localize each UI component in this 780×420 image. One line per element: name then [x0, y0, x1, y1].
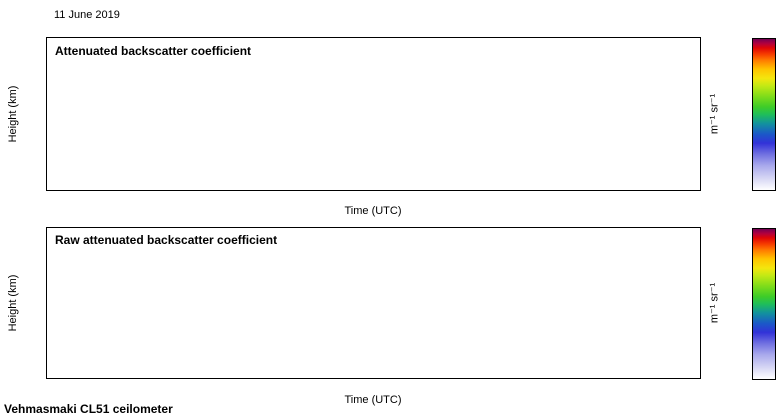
colorbar-gradient-bottom	[753, 229, 775, 379]
station-label: Vehmasmaki CL51 ceilometer	[4, 402, 173, 416]
y-axis-label-top: Height (km)	[7, 85, 19, 143]
raw-backscatter-heatmap	[47, 228, 700, 378]
colorbar-top	[752, 38, 776, 191]
colorbar-gradient-top	[753, 39, 775, 190]
attenuated-backscatter-heatmap	[47, 38, 700, 190]
attenuated-backscatter-panel	[46, 37, 701, 191]
x-axis-label-top: Time (UTC)	[344, 205, 402, 217]
x-axis-label-bottom: Time (UTC)	[344, 394, 402, 406]
panel-title-raw: Raw attenuated backscatter coefficient	[55, 233, 278, 247]
colorbar-unit-label-bottom: m⁻¹ sr⁻¹	[708, 282, 721, 324]
colorbar-unit-label-top: m⁻¹ sr⁻¹	[708, 93, 721, 135]
date-label: 11 June 2019	[54, 9, 120, 21]
panel-title-attenuated: Attenuated backscatter coefficient	[55, 44, 252, 58]
y-axis-label-bottom: Height (km)	[7, 274, 19, 332]
colorbar-bottom	[752, 228, 776, 380]
raw-backscatter-panel	[46, 227, 701, 379]
